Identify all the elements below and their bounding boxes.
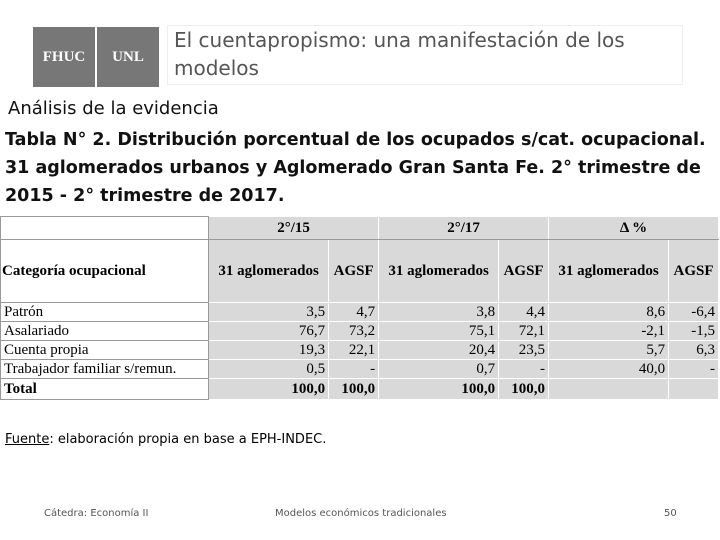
table-row: Asalariado 76,7 73,2 75,1 72,1 -2,1 -1,5 — [0, 321, 719, 341]
table-cell: 22,1 — [328, 340, 380, 360]
table-cell: 0,5 — [208, 359, 330, 379]
table-cell: -2,1 — [548, 321, 670, 341]
logo: UNL — [97, 27, 159, 87]
table-cell: 19,3 — [208, 340, 330, 360]
table-cell: 100,0 — [208, 378, 330, 400]
table-cell: 31 aglomerados — [208, 239, 330, 303]
table-cell: 3,5 — [208, 302, 330, 322]
table-cell: 0,7 — [378, 359, 500, 379]
table-title: Tabla N° 2. Distribución porcentual de l… — [5, 130, 706, 206]
table-cell: Trabajador familiar s/remun. — [0, 359, 210, 379]
slide-title: El cuentapropismo: una manifestación de … — [167, 25, 683, 85]
footer-left: Cátedra: Economía II — [44, 508, 149, 519]
table-cell: 72,1 — [498, 321, 550, 341]
table-cell: 73,2 — [328, 321, 380, 341]
table-cell: 31 aglomerados — [548, 239, 670, 303]
table-cell — [668, 378, 719, 400]
table-cell — [548, 378, 670, 400]
table-cell: Asalariado — [0, 321, 210, 341]
source: Fuente: elaboración propia en base a EPH… — [5, 432, 326, 447]
table-cell: 4,4 — [498, 302, 550, 322]
table-cell: 3,8 — [378, 302, 500, 322]
table-cell: 4,7 — [328, 302, 380, 322]
table-cell: 5,7 — [548, 340, 670, 360]
table-row: 2°/15 2°/17 Δ % — [0, 216, 719, 240]
table-cell: - — [668, 359, 719, 379]
table-row: Patrón 3,5 4,7 3,8 4,4 8,6 -6,4 — [0, 302, 719, 322]
table-cell: 2°/17 — [378, 216, 550, 240]
table-cell: 20,4 — [378, 340, 500, 360]
table-cell: -1,5 — [668, 321, 719, 341]
table-cell: 23,5 — [498, 340, 550, 360]
table-cell: -6,4 — [668, 302, 719, 322]
source-text: : elaboración propia en base a EPH-INDEC… — [49, 432, 327, 447]
footer-center: Modelos económicos tradicionales — [275, 508, 447, 519]
table-cell: AGSF — [328, 239, 380, 303]
table-cell: 76,7 — [208, 321, 330, 341]
table-cell: 31 aglomerados — [378, 239, 500, 303]
table-cell: Total — [0, 378, 210, 400]
table-cell: 6,3 — [668, 340, 719, 360]
table-cell: 100,0 — [498, 378, 550, 400]
source-label: Fuente — [5, 432, 50, 447]
table-cell: 75,1 — [378, 321, 500, 341]
table-cell: AGSF — [668, 239, 719, 303]
table-cell: Patrón — [0, 302, 210, 322]
table-row: Trabajador familiar s/remun. 0,5-0,7-40,0… — [0, 359, 719, 379]
table-cell: Cuenta propia — [0, 340, 210, 360]
table-cell: Δ % — [548, 216, 719, 240]
page-number: 50 — [664, 508, 677, 519]
table-cell: 8,6 — [548, 302, 670, 322]
table-cell: - — [328, 359, 380, 379]
table-cell: 40,0 — [548, 359, 670, 379]
table-cell: 2°/15 — [208, 216, 380, 240]
table-cell: AGSF — [498, 239, 550, 303]
table-cell: Categoría ocupacional — [0, 239, 210, 303]
table-row: Cuenta propia 19,3 22,1 20,4 23,5 5,7 6,3 — [0, 340, 719, 360]
subtitle: Análisis de la evidencia — [8, 98, 219, 119]
logo: FHUC — [33, 27, 95, 87]
table-cell: - — [498, 359, 550, 379]
table-cell — [0, 216, 210, 240]
data-table: 2°/15 2°/17 Δ % Categoría ocupacional 31 agl… — [0, 216, 719, 400]
table-row: Total 100,0 100,0 100,0 100,0 — [0, 378, 719, 400]
table-cell: 100,0 — [328, 378, 380, 400]
table-cell: 100,0 — [378, 378, 500, 400]
table-row: Categoría ocupacional 31 aglomerados AGSF 3… — [0, 239, 719, 303]
